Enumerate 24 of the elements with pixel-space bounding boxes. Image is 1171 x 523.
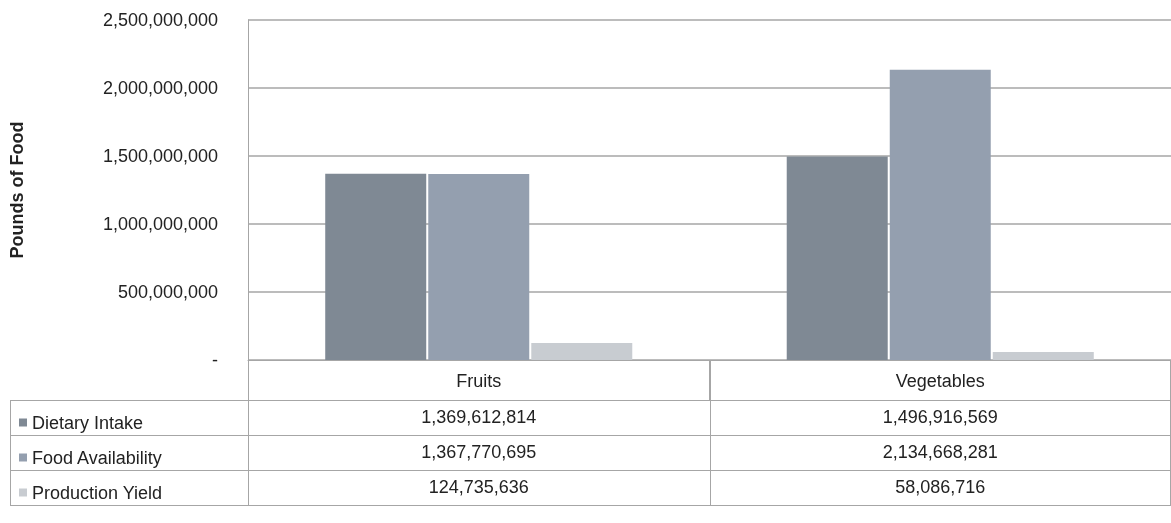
data-label: 124,735,636 bbox=[427, 476, 530, 499]
bar bbox=[992, 352, 1094, 360]
y-tick-label: 2,500,000,000 bbox=[102, 10, 218, 30]
legend-label: Food Availability bbox=[32, 447, 162, 468]
y-tick-label: 1,500,000,000 bbox=[102, 146, 218, 166]
bar bbox=[889, 69, 991, 360]
legend-label: Dietary Intake bbox=[32, 412, 144, 433]
data-label: 1,367,770,695 bbox=[420, 441, 538, 464]
data-label: 2,134,668,281 bbox=[881, 441, 999, 464]
bar bbox=[786, 156, 888, 360]
legend-label: Production Yield bbox=[32, 482, 163, 503]
bar bbox=[428, 173, 530, 360]
y-tick-label: - bbox=[212, 350, 218, 370]
y-axis-title: Pounds of Food bbox=[7, 121, 27, 259]
data-label: 58,086,716 bbox=[894, 476, 987, 499]
data-label: 1,496,916,569 bbox=[881, 406, 999, 429]
bar bbox=[531, 343, 633, 360]
y-tick-label: 1,000,000,000 bbox=[102, 214, 218, 234]
x-tick-label: Fruits bbox=[456, 371, 502, 391]
y-tick-label: 500,000,000 bbox=[117, 282, 218, 302]
x-tick-label: Vegetables bbox=[895, 371, 985, 391]
y-tick-label: 2,000,000,000 bbox=[102, 78, 218, 98]
bar bbox=[325, 173, 427, 360]
data-label: 1,369,612,814 bbox=[420, 406, 538, 429]
